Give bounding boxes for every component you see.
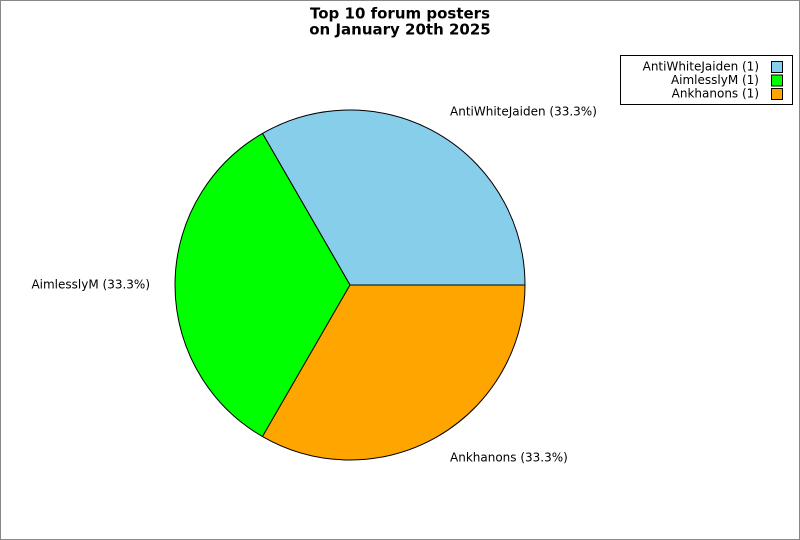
legend-label: Ankhanons (1) — [672, 87, 759, 101]
slice-label: Ankhanons (33.3%) — [450, 451, 568, 465]
chart-title: Top 10 forum posters — [310, 5, 490, 23]
pie-slice — [174, 132, 351, 438]
legend-swatch — [771, 74, 783, 87]
slice-label: AntiWhiteJaiden (33.3%) — [450, 104, 597, 118]
pie-slice — [261, 284, 526, 461]
legend-swatch — [771, 61, 783, 73]
legend-swatch — [771, 88, 783, 100]
legend-label: AimlesslyM (1) — [671, 73, 759, 87]
chart-title: on January 20th 2025 — [309, 21, 490, 39]
slice-label: AimlesslyM (33.3%) — [31, 278, 150, 292]
legend-label: AntiWhiteJaiden (1) — [643, 60, 759, 74]
legend-box — [620, 55, 793, 105]
pie-slice — [261, 109, 526, 286]
